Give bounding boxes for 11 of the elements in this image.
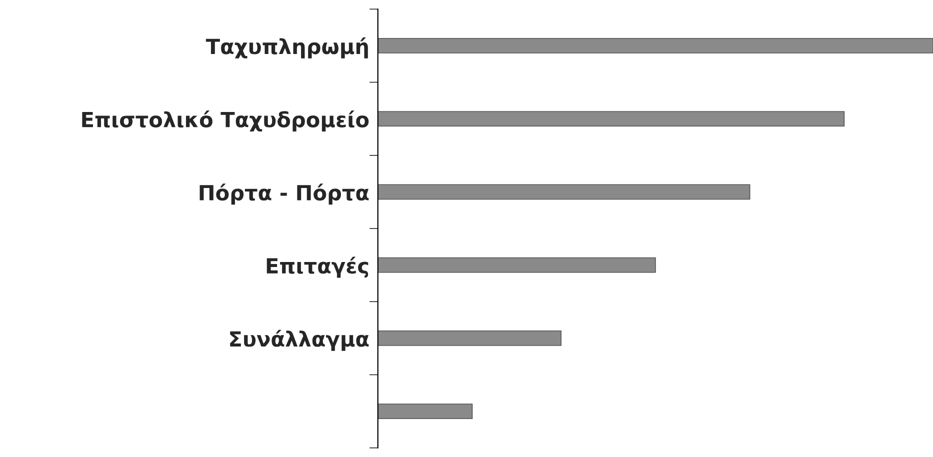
bar [378, 111, 845, 127]
y-tick-label: Πόρτα - Πόρτα [200, 184, 369, 205]
y-tick-label: Συνάλλαγμα [230, 330, 369, 351]
bar [378, 184, 750, 200]
y-tick-label: Ταχυπληρωμή [206, 37, 368, 58]
bar [378, 38, 933, 54]
bar [378, 330, 562, 346]
bar [378, 404, 473, 420]
y-tick-label: Επιταγές [266, 256, 368, 278]
bar [378, 257, 656, 273]
y-tick-label: Επιστολικό Ταχυδρομείο [82, 110, 369, 132]
